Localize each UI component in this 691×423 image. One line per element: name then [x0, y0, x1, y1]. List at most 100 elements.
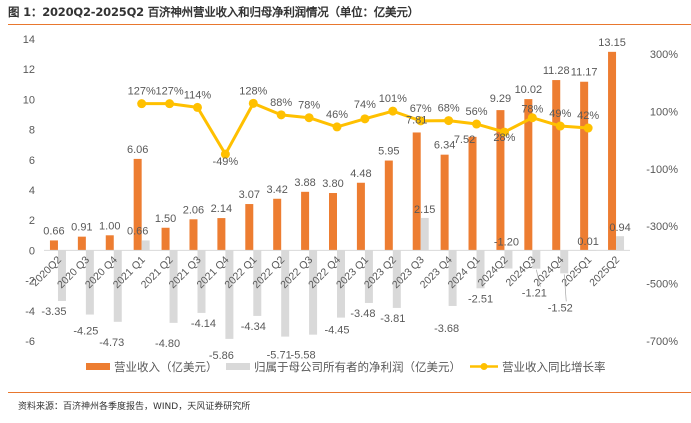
- revenue-bar: [245, 204, 254, 251]
- revenue-data-label: 4.48: [350, 168, 371, 180]
- growth-point: [388, 106, 398, 116]
- growth-point: [220, 149, 230, 159]
- y-axis-right: 300% 100% -100% -300% -500% -700%: [646, 49, 678, 348]
- y-left-tick-label: 10: [23, 94, 35, 106]
- net-profit-data-label: -3.68: [434, 323, 459, 335]
- revenue-data-label: 3.07: [239, 189, 260, 201]
- net-profit-bar: [113, 250, 122, 322]
- revenue-data-label: 6.06: [127, 144, 148, 156]
- growth-point: [444, 116, 454, 126]
- legend: 营业收入（亿美元） 归属于母公司所有者的净利润（亿美元） 营业收入同比增长率: [86, 360, 606, 374]
- y-right-tick-label: 300%: [650, 49, 678, 61]
- net-profit-bar: [560, 250, 569, 274]
- y-right-tick-label: -500%: [646, 279, 678, 291]
- source-note: 资料来源：百济神州各季度报告，WIND，天风证券研究所: [18, 402, 251, 412]
- revenue-data-label: 11.17: [571, 67, 598, 79]
- revenue-bar: [217, 218, 226, 251]
- revenue-bar: [161, 227, 170, 251]
- revenue-data-label: 11.28: [543, 65, 570, 77]
- y-left-tick-label: -2: [25, 276, 35, 288]
- net-profit-bar: [616, 236, 625, 251]
- net-profit-bar: [504, 250, 513, 269]
- growth-point: [499, 127, 509, 137]
- growth-data-label: 46%: [326, 109, 348, 121]
- leader-line: [535, 269, 541, 287]
- net-profit-data-label: -1.20: [494, 236, 519, 248]
- growth-point: [472, 119, 482, 129]
- y-left-tick-label: 8: [29, 125, 35, 137]
- y-left-tick-label: 12: [23, 64, 35, 76]
- growth-data-label: 78%: [521, 104, 543, 116]
- net-profit-data-labels: -3.35 -4.25-4.73 0.66 -4.80 -4.14 -5.86 -4.34 -…: [41, 204, 630, 362]
- revenue-data-label: 3.88: [294, 177, 315, 189]
- revenue-data-label: 2.06: [183, 204, 204, 216]
- revenue-data-label: 0.91: [71, 222, 92, 234]
- net-profit-data-label: -2.51: [468, 293, 493, 305]
- growth-point: [416, 116, 426, 126]
- net-profit-data-label: -4.45: [324, 325, 349, 337]
- net-profit-data-label: -5.71: [267, 350, 292, 362]
- title-divider: [8, 24, 691, 25]
- net-profit-bar: [57, 250, 66, 301]
- growth-data-label: 127%: [128, 86, 156, 98]
- revenue-bar: [524, 99, 533, 251]
- growth-data-label: 68%: [438, 103, 460, 115]
- y-right-tick-label: -700%: [646, 336, 678, 348]
- revenue-bar: [384, 160, 393, 251]
- net-profit-data-label: 0.66: [127, 225, 148, 237]
- revenue-data-label: 2.14: [211, 203, 232, 215]
- revenue-bar: [496, 110, 505, 251]
- net-profit-bar: [281, 250, 290, 337]
- growth-point: [304, 113, 314, 123]
- figure-title: 图 1：2020Q2-2025Q2 百济神州营业收入和归母净利润情况（单位：亿美…: [8, 5, 419, 19]
- y-right-tick-label: -100%: [646, 164, 678, 176]
- revenue-data-labels: 0.66 0.91 1.00 6.06 1.50 2.06 2.14 3.07 3.42 3.88…: [43, 37, 626, 238]
- legend-swatch-growth-dot: [480, 363, 488, 370]
- net-profit-bar: [448, 250, 457, 306]
- growth-point: [248, 98, 258, 108]
- legend-label-net-profit: 归属于母公司所有者的净利润（亿美元）: [254, 360, 461, 374]
- revenue-bar: [133, 158, 142, 251]
- revenue-data-label: 6.34: [434, 140, 455, 152]
- growth-data-label: 101%: [379, 93, 407, 105]
- net-profit-bar: [253, 250, 262, 316]
- growth-data-label: 128%: [239, 85, 267, 97]
- y-left-tick-label: 4: [29, 185, 35, 197]
- growth-data-label: 114%: [184, 89, 212, 101]
- net-profit-bars: [57, 217, 625, 339]
- footer-divider: [8, 392, 691, 393]
- revenue-data-label: 9.29: [490, 93, 511, 105]
- net-profit-bar: [532, 250, 541, 269]
- net-profit-data-label: -4.14: [191, 318, 216, 330]
- revenue-data-label: 5.95: [378, 146, 399, 158]
- growth-data-label: 56%: [466, 106, 488, 118]
- growth-line-series: [137, 98, 593, 159]
- y-left-tick-label: 14: [23, 34, 35, 46]
- net-profit-data-label: 0.94: [609, 222, 630, 234]
- leader-line: [563, 274, 567, 302]
- growth-point: [192, 102, 202, 112]
- y-left-tick-label: 0: [29, 245, 35, 257]
- y-left-tick-label: 6: [29, 155, 35, 167]
- legend-swatch-revenue: [86, 363, 110, 370]
- net-profit-data-label: -1.21: [522, 288, 547, 300]
- revenue-data-label: 3.42: [266, 184, 287, 196]
- legend-label-growth: 营业收入同比增长率: [502, 360, 606, 374]
- growth-data-label: 88%: [270, 97, 292, 109]
- revenue-bar: [468, 136, 477, 251]
- net-profit-data-label: -5.58: [291, 350, 316, 362]
- net-profit-data-label: -1.52: [548, 302, 573, 314]
- revenue-bar: [301, 191, 310, 251]
- growth-data-label: 74%: [354, 99, 376, 111]
- net-profit-bar: [309, 250, 318, 335]
- growth-data-label: 28%: [493, 132, 515, 144]
- growth-point: [276, 110, 286, 120]
- growth-point: [360, 114, 370, 124]
- net-profit-data-label: -4.25: [73, 326, 98, 338]
- net-profit-bar: [169, 250, 178, 323]
- net-profit-bar: [476, 250, 485, 289]
- net-profit-data-label: -3.35: [41, 306, 66, 318]
- net-profit-bar: [225, 250, 234, 339]
- net-profit-bar: [337, 250, 345, 318]
- net-profit-data-label: -3.81: [380, 313, 405, 325]
